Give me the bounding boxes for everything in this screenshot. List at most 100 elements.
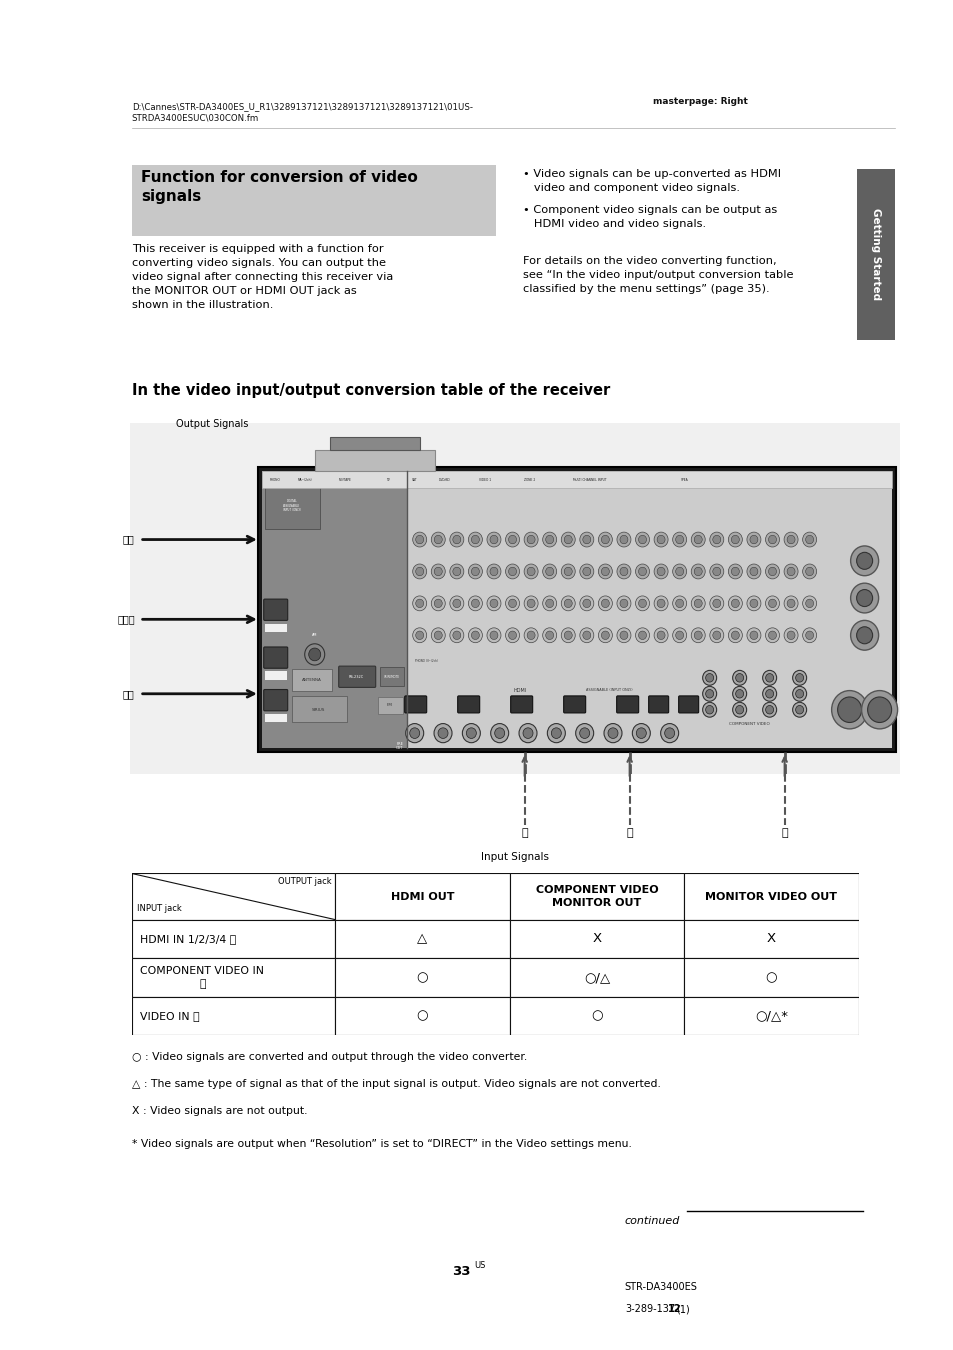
Circle shape [508,567,516,575]
FancyBboxPatch shape [648,695,668,713]
FancyBboxPatch shape [678,695,698,713]
Text: HDMI: HDMI [513,688,526,694]
FancyBboxPatch shape [457,695,479,713]
Circle shape [431,628,445,643]
Circle shape [672,595,686,610]
Text: • Component video signals can be output as
   HDMI video and video signals.: • Component video signals can be output … [522,205,777,230]
Bar [292,670,332,691]
Circle shape [702,702,716,717]
Bar [509,919,683,958]
Circle shape [731,599,739,608]
Circle shape [783,595,798,610]
Circle shape [672,532,686,547]
Circle shape [795,674,802,682]
Circle shape [694,536,701,544]
Text: OUTPUT jack: OUTPUT jack [277,876,332,886]
Text: Ⓒ: Ⓒ [521,828,527,837]
Circle shape [635,595,649,610]
Circle shape [801,628,816,643]
Text: △ : The same type of signal as that of the input signal is output. Video signals: △ : The same type of signal as that of t… [132,1079,659,1088]
FancyBboxPatch shape [563,695,585,713]
Circle shape [437,728,448,738]
Circle shape [560,532,575,547]
Circle shape [563,536,572,544]
Circle shape [660,724,678,742]
Circle shape [468,595,482,610]
Circle shape [664,728,674,738]
Circle shape [575,724,593,742]
Circle shape [453,599,460,608]
Circle shape [636,728,645,738]
Circle shape [409,728,419,738]
Text: masterpage: Right: masterpage: Right [653,97,747,107]
Circle shape [804,599,813,608]
Circle shape [672,628,686,643]
Circle shape [694,567,701,575]
Text: 3-289-137-: 3-289-137- [624,1304,678,1314]
Text: ASSIGNABLE (INPUT ONLY): ASSIGNABLE (INPUT ONLY) [586,688,633,693]
Text: For details on the video converting function,
see “In the video input/output con: For details on the video converting func… [522,256,793,294]
Circle shape [545,630,553,640]
Text: Output Signals: Output Signals [176,418,249,428]
Circle shape [831,691,866,729]
Circle shape [579,564,593,579]
Text: SPEA: SPEA [680,478,688,482]
Circle shape [527,536,535,544]
Circle shape [657,536,664,544]
Circle shape [563,599,572,608]
Bar [683,996,858,1035]
Text: (1): (1) [676,1304,689,1314]
Circle shape [579,532,593,547]
Circle shape [675,599,683,608]
Circle shape [545,536,553,544]
Circle shape [486,628,500,643]
Circle shape [749,567,757,575]
Text: MD/TAPE: MD/TAPE [338,478,351,482]
Circle shape [527,630,535,640]
Text: 12: 12 [667,1304,680,1314]
Circle shape [801,532,816,547]
Circle shape [579,595,593,610]
Circle shape [786,536,794,544]
Bar [314,450,435,471]
Bar [330,437,419,450]
Circle shape [702,686,716,701]
Circle shape [746,532,760,547]
Bar [132,996,335,1035]
Circle shape [523,564,537,579]
Circle shape [542,595,557,610]
Circle shape [600,630,609,640]
Text: VIDEO IN Ⓒ: VIDEO IN Ⓒ [140,1011,200,1021]
Text: continued: continued [624,1216,679,1226]
Circle shape [792,702,806,717]
Bar [683,919,858,958]
Circle shape [850,545,878,575]
Circle shape [598,628,612,643]
Bar [132,919,335,958]
Circle shape [761,702,776,717]
FancyBboxPatch shape [263,599,288,621]
Circle shape [731,567,739,575]
Circle shape [856,626,872,644]
Circle shape [764,628,779,643]
Text: MA~(2ch): MA~(2ch) [297,478,312,482]
Circle shape [508,536,516,544]
Text: This receiver is equipped with a function for
converting video signals. You can : This receiver is equipped with a functio… [132,244,393,310]
Text: MONITOR VIDEO OUT: MONITOR VIDEO OUT [704,891,837,902]
Circle shape [579,728,589,738]
Circle shape [705,674,713,682]
Text: * Video signals are output when “Resolution” is set to “DIRECT” in the Video set: * Video signals are output when “Resolut… [132,1139,631,1149]
Text: Getting Started: Getting Started [870,208,880,301]
Circle shape [746,628,760,643]
Circle shape [675,630,683,640]
Bar [264,481,319,529]
Circle shape [764,595,779,610]
Circle shape [638,630,646,640]
FancyBboxPatch shape [261,471,891,748]
Circle shape [453,567,460,575]
Circle shape [505,595,519,610]
Circle shape [727,564,741,579]
Text: ANTENNA: ANTENNA [301,678,321,682]
Circle shape [413,532,426,547]
Circle shape [431,532,445,547]
